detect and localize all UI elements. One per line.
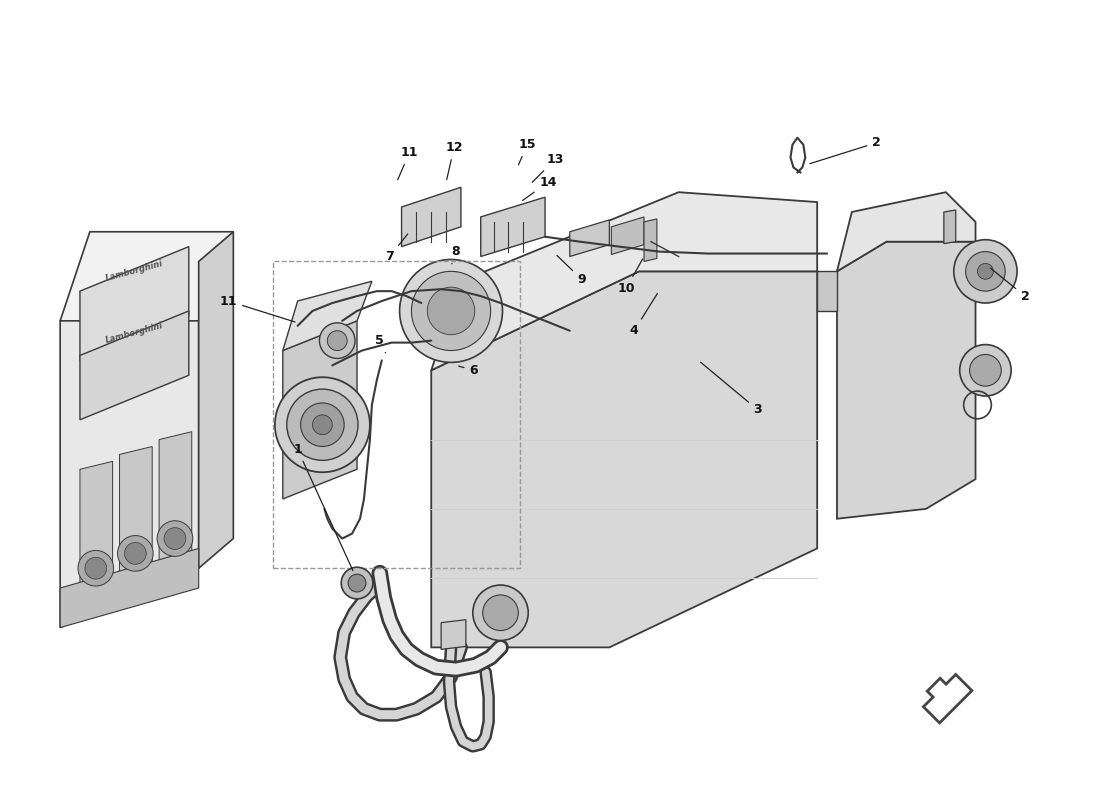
Text: 4: 4 bbox=[629, 294, 658, 338]
Circle shape bbox=[954, 240, 1018, 303]
Text: 2: 2 bbox=[810, 136, 881, 164]
Polygon shape bbox=[837, 242, 976, 518]
Circle shape bbox=[473, 585, 528, 641]
Polygon shape bbox=[570, 220, 609, 257]
Circle shape bbox=[348, 574, 366, 592]
Text: 1: 1 bbox=[294, 443, 353, 570]
Polygon shape bbox=[199, 232, 233, 568]
Polygon shape bbox=[80, 246, 189, 361]
Polygon shape bbox=[160, 432, 191, 568]
Text: 3: 3 bbox=[701, 362, 762, 416]
Circle shape bbox=[341, 567, 373, 599]
Circle shape bbox=[966, 251, 1005, 291]
Polygon shape bbox=[431, 192, 817, 370]
Circle shape bbox=[483, 595, 518, 630]
Circle shape bbox=[978, 263, 993, 279]
Polygon shape bbox=[441, 620, 466, 650]
Text: Lamborghini: Lamborghini bbox=[104, 321, 164, 345]
Polygon shape bbox=[283, 321, 358, 499]
Text: 14: 14 bbox=[522, 176, 557, 201]
Circle shape bbox=[312, 415, 332, 434]
Circle shape bbox=[399, 259, 503, 362]
Circle shape bbox=[275, 378, 370, 472]
Circle shape bbox=[287, 389, 358, 460]
Polygon shape bbox=[60, 232, 233, 321]
Text: 9: 9 bbox=[557, 255, 586, 286]
Polygon shape bbox=[481, 197, 546, 257]
Polygon shape bbox=[80, 462, 112, 598]
Text: 10: 10 bbox=[617, 259, 642, 294]
Text: 15: 15 bbox=[518, 138, 536, 165]
Polygon shape bbox=[644, 219, 657, 262]
Polygon shape bbox=[402, 187, 461, 246]
Circle shape bbox=[300, 403, 344, 446]
Text: 12: 12 bbox=[446, 141, 463, 179]
Circle shape bbox=[118, 535, 153, 571]
Circle shape bbox=[164, 528, 186, 550]
Text: 11: 11 bbox=[398, 146, 418, 180]
Text: 8: 8 bbox=[452, 245, 460, 264]
Bar bbox=[273, 262, 520, 568]
Text: 7: 7 bbox=[385, 234, 408, 263]
Polygon shape bbox=[120, 446, 152, 583]
Polygon shape bbox=[60, 549, 199, 628]
Text: 6: 6 bbox=[459, 364, 478, 377]
Circle shape bbox=[328, 330, 348, 350]
Circle shape bbox=[959, 345, 1011, 396]
Text: 11: 11 bbox=[220, 294, 295, 322]
Text: 2: 2 bbox=[990, 268, 1030, 302]
Circle shape bbox=[124, 542, 146, 564]
Polygon shape bbox=[283, 282, 372, 350]
Text: 13: 13 bbox=[532, 153, 563, 182]
Polygon shape bbox=[817, 271, 837, 311]
Circle shape bbox=[411, 271, 491, 350]
Polygon shape bbox=[431, 271, 817, 647]
Circle shape bbox=[319, 323, 355, 358]
Circle shape bbox=[85, 558, 107, 579]
Circle shape bbox=[78, 550, 113, 586]
Circle shape bbox=[427, 287, 475, 334]
Polygon shape bbox=[60, 262, 199, 628]
Polygon shape bbox=[80, 311, 189, 420]
Circle shape bbox=[969, 354, 1001, 386]
Circle shape bbox=[157, 521, 192, 556]
Polygon shape bbox=[837, 192, 976, 271]
Polygon shape bbox=[944, 210, 956, 244]
Polygon shape bbox=[612, 217, 643, 254]
Text: Lamborghini: Lamborghini bbox=[104, 259, 164, 283]
Text: 5: 5 bbox=[375, 334, 385, 353]
